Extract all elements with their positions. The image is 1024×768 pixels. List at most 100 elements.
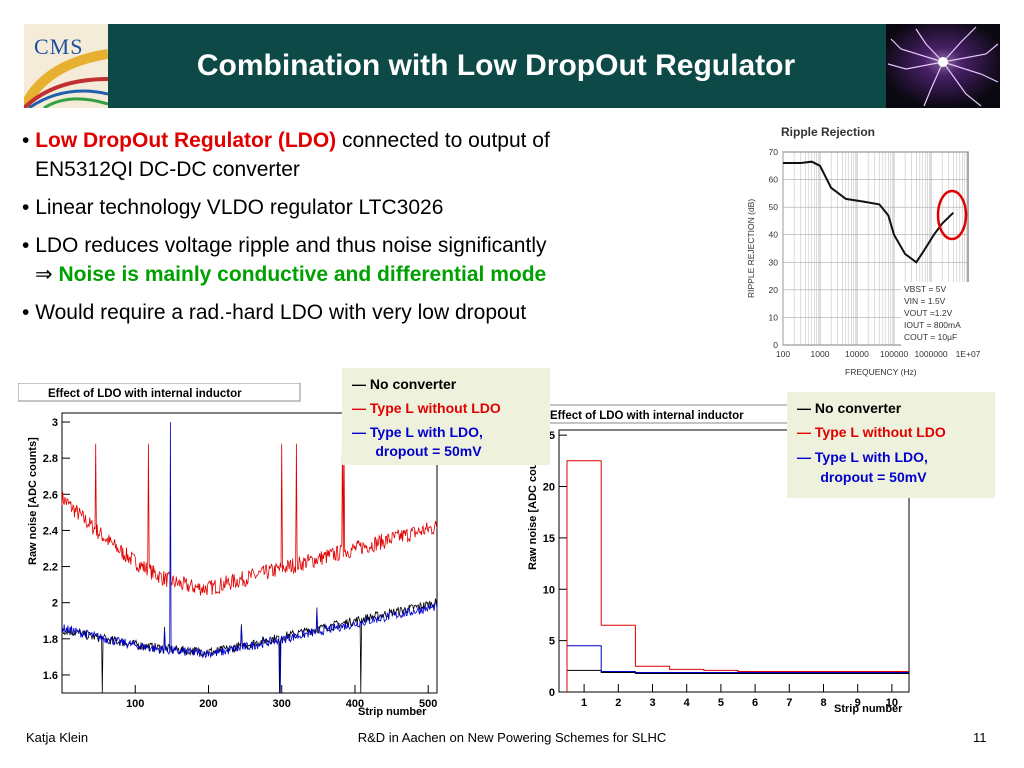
bullet-1-line2: EN5312QI DC-DC converter	[35, 158, 300, 181]
legend-right-no-converter: — No converter	[797, 400, 902, 416]
title-bar	[24, 24, 1000, 108]
plot2-series-with-ldo	[566, 645, 909, 692]
plot2-xtick-label: 4	[684, 697, 691, 709]
plot1-ytick-label: 2.2	[43, 562, 58, 574]
plot2-xtick-label: 3	[649, 697, 655, 709]
plot2-series	[566, 460, 909, 692]
plot2-xtick-label: 7	[786, 697, 792, 709]
plot2-xtick-label: 5	[718, 697, 724, 709]
plot1-ytick-label: 2.4	[43, 525, 59, 537]
bullet-3-text: LDO reduces voltage ripple and thus nois…	[35, 234, 547, 257]
plot2-ytick-label: 5	[549, 636, 555, 648]
plot1-xtick-label: 500	[419, 698, 437, 710]
ripple-xtick-label: 1000	[811, 349, 830, 359]
ripple-xtick-label: 10000	[845, 349, 869, 359]
plot2-xtick-label: 10	[886, 697, 898, 709]
plot2-title: Effect of LDO with internal inductor	[550, 410, 744, 422]
plot1-series	[61, 421, 438, 694]
cms-logo-text: CMS	[34, 34, 84, 59]
ripple-ytick-label: 30	[769, 257, 779, 267]
ripple-curve	[783, 160, 955, 264]
plot1-ticks: 1.6 1.8 2 2.2 2.4 2.6 2.8 3 100 200 300 400 500	[43, 417, 438, 710]
cond-vout: VOUT =1.2V	[904, 308, 953, 318]
ripple-ytick-label: 40	[769, 230, 779, 240]
legend-right: — No converter — Type L without LDO — Ty…	[787, 392, 995, 498]
plot1-ytick-label: 1.8	[43, 634, 58, 646]
plot1-ytick-label: 2.8	[43, 453, 58, 465]
plot1-xtick-label: 100	[126, 698, 144, 710]
bullet-1-text: connected to output of	[336, 129, 550, 152]
plot1-xtick-label: 400	[346, 698, 364, 710]
cms-logo: CMS	[24, 24, 108, 108]
ripple-xtick-label: 1E+07	[956, 349, 981, 359]
plot1-ylabel: Raw noise [ADC counts]	[27, 437, 39, 565]
legend-right-without-ldo: — Type L without LDO	[797, 424, 946, 440]
footer-talk-title: R&D in Aachen on New Powering Schemes fo…	[357, 730, 667, 745]
plot1-ytick-label: 2	[52, 598, 58, 610]
ripple-ytick-label: 0	[773, 340, 778, 350]
footer-author: Katja Klein	[26, 730, 89, 745]
plot1-ytick-label: 3	[52, 417, 58, 429]
cms-logo-graphic	[24, 49, 108, 108]
plot2-xlabel: Strip number	[834, 703, 903, 715]
ripple-ytick-label: 70	[769, 147, 779, 157]
bullet-1: • Low DropOut Regulator (LDO) connected …	[22, 129, 550, 181]
ripple-ytick-label: 60	[769, 175, 779, 185]
bullet-2: • Linear technology VLDO regulator LTC30…	[22, 196, 444, 219]
plot2-ytick-label: 10	[543, 584, 555, 596]
footer-page-number: 11	[973, 730, 987, 745]
plot1-series-with-ldo	[61, 421, 438, 694]
ripple-xtick-label: 1000000	[914, 349, 947, 359]
ripple-ylabel: RIPPLE REJECTION (dB)	[746, 199, 756, 298]
cond-iout: IOUT = 800mA	[904, 320, 961, 330]
legend-left-with-ldo: — Type L with LDO, dropout = 50mV	[352, 424, 483, 459]
plot2-xtick-label: 8	[820, 697, 826, 709]
bullet-3: • LDO reduces voltage ripple and thus no…	[22, 234, 547, 286]
plot2-xtick-label: 2	[615, 697, 621, 709]
page-title: Combination with Low DropOut Regulator	[196, 49, 796, 82]
plot2-ylabel: Raw noise [ADC counts]	[527, 442, 539, 570]
legend-left-no-converter: — No converter	[352, 376, 457, 392]
bullet-list: • Low DropOut Regulator (LDO) connected …	[22, 126, 702, 336]
implies-arrow-icon: ⇒	[35, 263, 53, 286]
ripple-xlabel: FREQUENCY (Hz)	[845, 367, 917, 377]
plasma-graphic	[886, 24, 1000, 108]
ripple-ytick-label: 50	[769, 202, 779, 212]
ripple-conditions: VBST = 5V VIN = 1.5V VOUT =1.2V IOUT = 8…	[901, 282, 981, 346]
plot2-ticks: 051015202512345678910	[543, 430, 898, 709]
ripple-xtick-label: 100	[776, 349, 790, 359]
plot1-ytick-label: 2.6	[43, 489, 58, 501]
plot2-xtick-label: 9	[855, 697, 861, 709]
plot1-xtick-label: 300	[273, 698, 291, 710]
ripple-chart-title: Ripple Rejection	[781, 125, 875, 139]
plot2-xtick-label: 1	[581, 697, 587, 709]
plasma-image	[886, 24, 1000, 108]
ripple-rejection-chart: Ripple Rejection 0 10 20 30 40 50 60 70 100 1000 1…	[746, 125, 981, 377]
plot1-title: Effect of LDO with internal inductor	[48, 388, 242, 400]
plot2-ytick-label: 20	[543, 482, 555, 494]
bullet-2-text: Linear technology VLDO regulator LTC3026	[35, 196, 444, 219]
cond-vin: VIN = 1.5V	[904, 296, 946, 306]
plot1-title-box	[18, 383, 301, 402]
cond-cout: COUT = 10µF	[904, 332, 957, 342]
plot1-ytick-label: 1.6	[43, 670, 58, 682]
plot2-series-without-ldo	[566, 460, 909, 692]
legend-left-without-ldo: — Type L without LDO	[352, 400, 501, 416]
plot2-ytick-label: 0	[549, 687, 555, 699]
plot1-series-without-ldo	[61, 425, 438, 596]
highlight-circle	[936, 189, 968, 241]
legend-left: — No converter — Type L without LDO — Ty…	[342, 368, 550, 465]
plot2-xtick-label: 6	[752, 697, 758, 709]
ripple-ytick-label: 20	[769, 285, 779, 295]
bullet-4: • Would require a rad.-hard LDO with ver…	[22, 301, 527, 324]
bullet-4-text: Would require a rad.-hard LDO with very …	[35, 301, 527, 324]
legend-right-with-ldo: — Type L with LDO, dropout = 50mV	[797, 449, 928, 485]
bullet-1-highlight: Low DropOut Regulator (LDO)	[35, 129, 337, 152]
plot2-ytick-label: 15	[543, 533, 555, 545]
ripple-xtick-label: 100000	[880, 349, 909, 359]
plot1-xtick-label: 200	[199, 698, 217, 710]
plot1-xlabel: Strip number	[358, 706, 427, 718]
bullet-3-conclusion: Noise is mainly conductive and different…	[58, 263, 547, 286]
ripple-ticks: 0 10 20 30 40 50 60 70 100 1000 10000 100000 1000000…	[769, 147, 981, 359]
cond-vbst: VBST = 5V	[904, 284, 946, 294]
